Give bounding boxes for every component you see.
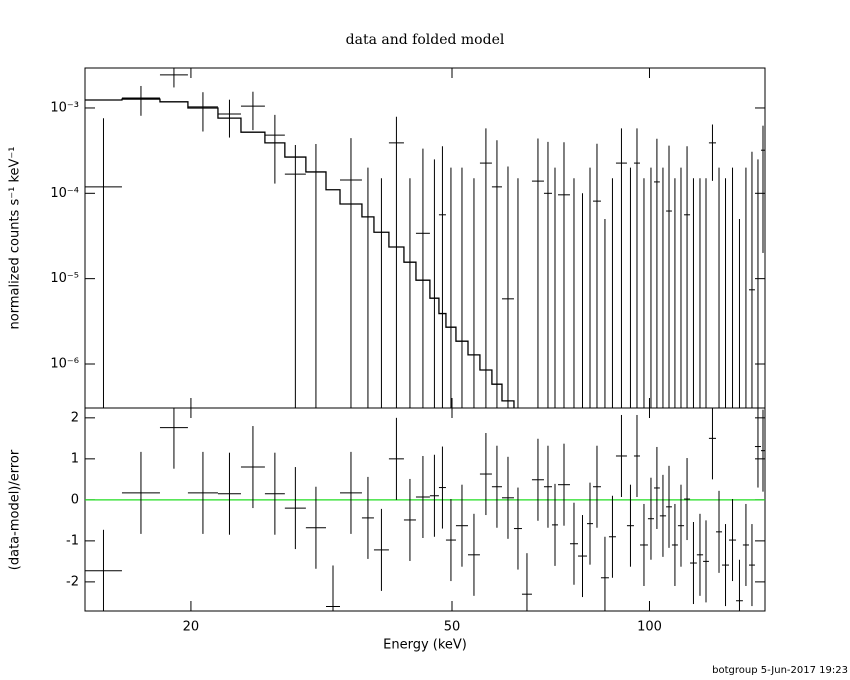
y-tick-label: 1 [71,451,79,466]
plot-area [85,68,765,408]
y-axis-label: normalized counts s⁻¹ keV⁻¹ [8,147,23,330]
x-tick-label: 100 [637,620,662,635]
x-tick-label: 50 [444,620,461,635]
y-tick-label: 10⁻⁶ [50,356,79,371]
y-tick-label: -1 [66,533,79,548]
y-tick-label: 10⁻⁴ [50,186,79,201]
y-tick-label: -2 [66,574,79,589]
y-tick-label: 2 [71,410,79,425]
plot-area [85,408,765,611]
x-tick-label: 20 [183,620,200,635]
y-tick-label: 0 [71,492,79,507]
plot-frame [84,407,766,612]
y-tick-label: 10⁻³ [50,100,79,115]
y-tick-label: 10⁻⁵ [50,271,79,286]
footer: botgroup 5-Jun-2017 19:23 [712,665,848,676]
y-axis-label: (data-model)/error [8,449,23,570]
chart-title: data and folded model [346,32,505,48]
x-axis-label: Energy (keV) [383,638,467,653]
